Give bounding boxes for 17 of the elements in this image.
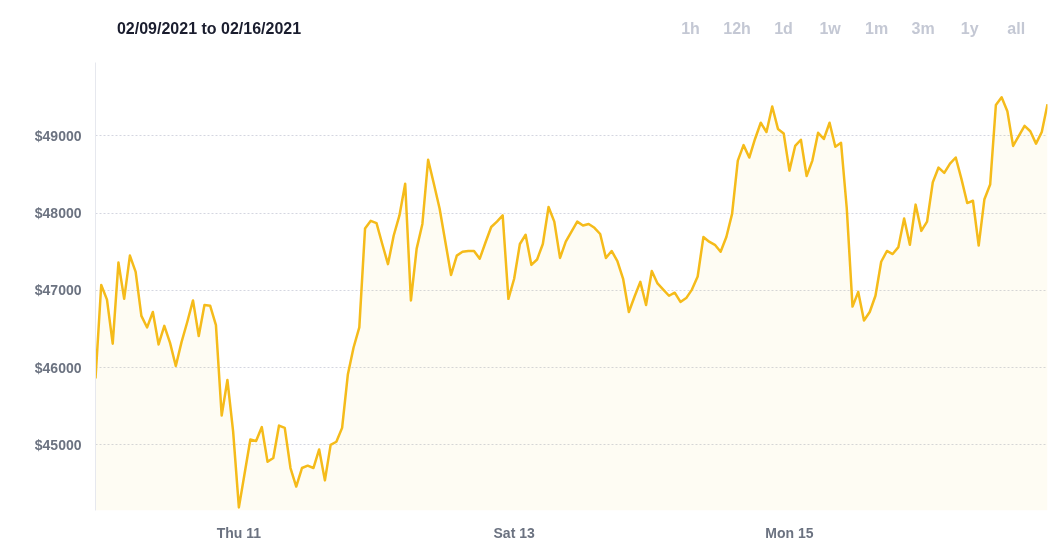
text: 1y: [960, 20, 979, 37]
x-tick-label: Thu 11: [216, 524, 262, 541]
chart-title: 02/09/2021 to 02/16/2021: [116, 20, 302, 37]
text: 1h: [681, 20, 700, 37]
x-tick-label: Sat 13: [493, 524, 535, 541]
x-tick-label: Mon 15: [765, 524, 814, 541]
text: 1d: [774, 20, 793, 37]
text: 3m: [911, 20, 935, 37]
y-tick-label: $45000: [34, 436, 82, 453]
text: 1m: [865, 20, 889, 37]
y-tick-label: $46000: [34, 359, 82, 376]
text: 1w: [819, 20, 842, 37]
text: all: [1007, 20, 1026, 37]
text: 12h: [723, 20, 751, 37]
y-tick-label: $49000: [34, 127, 82, 144]
y-tick-label: $48000: [34, 205, 82, 222]
y-tick-label: $47000: [34, 282, 82, 299]
